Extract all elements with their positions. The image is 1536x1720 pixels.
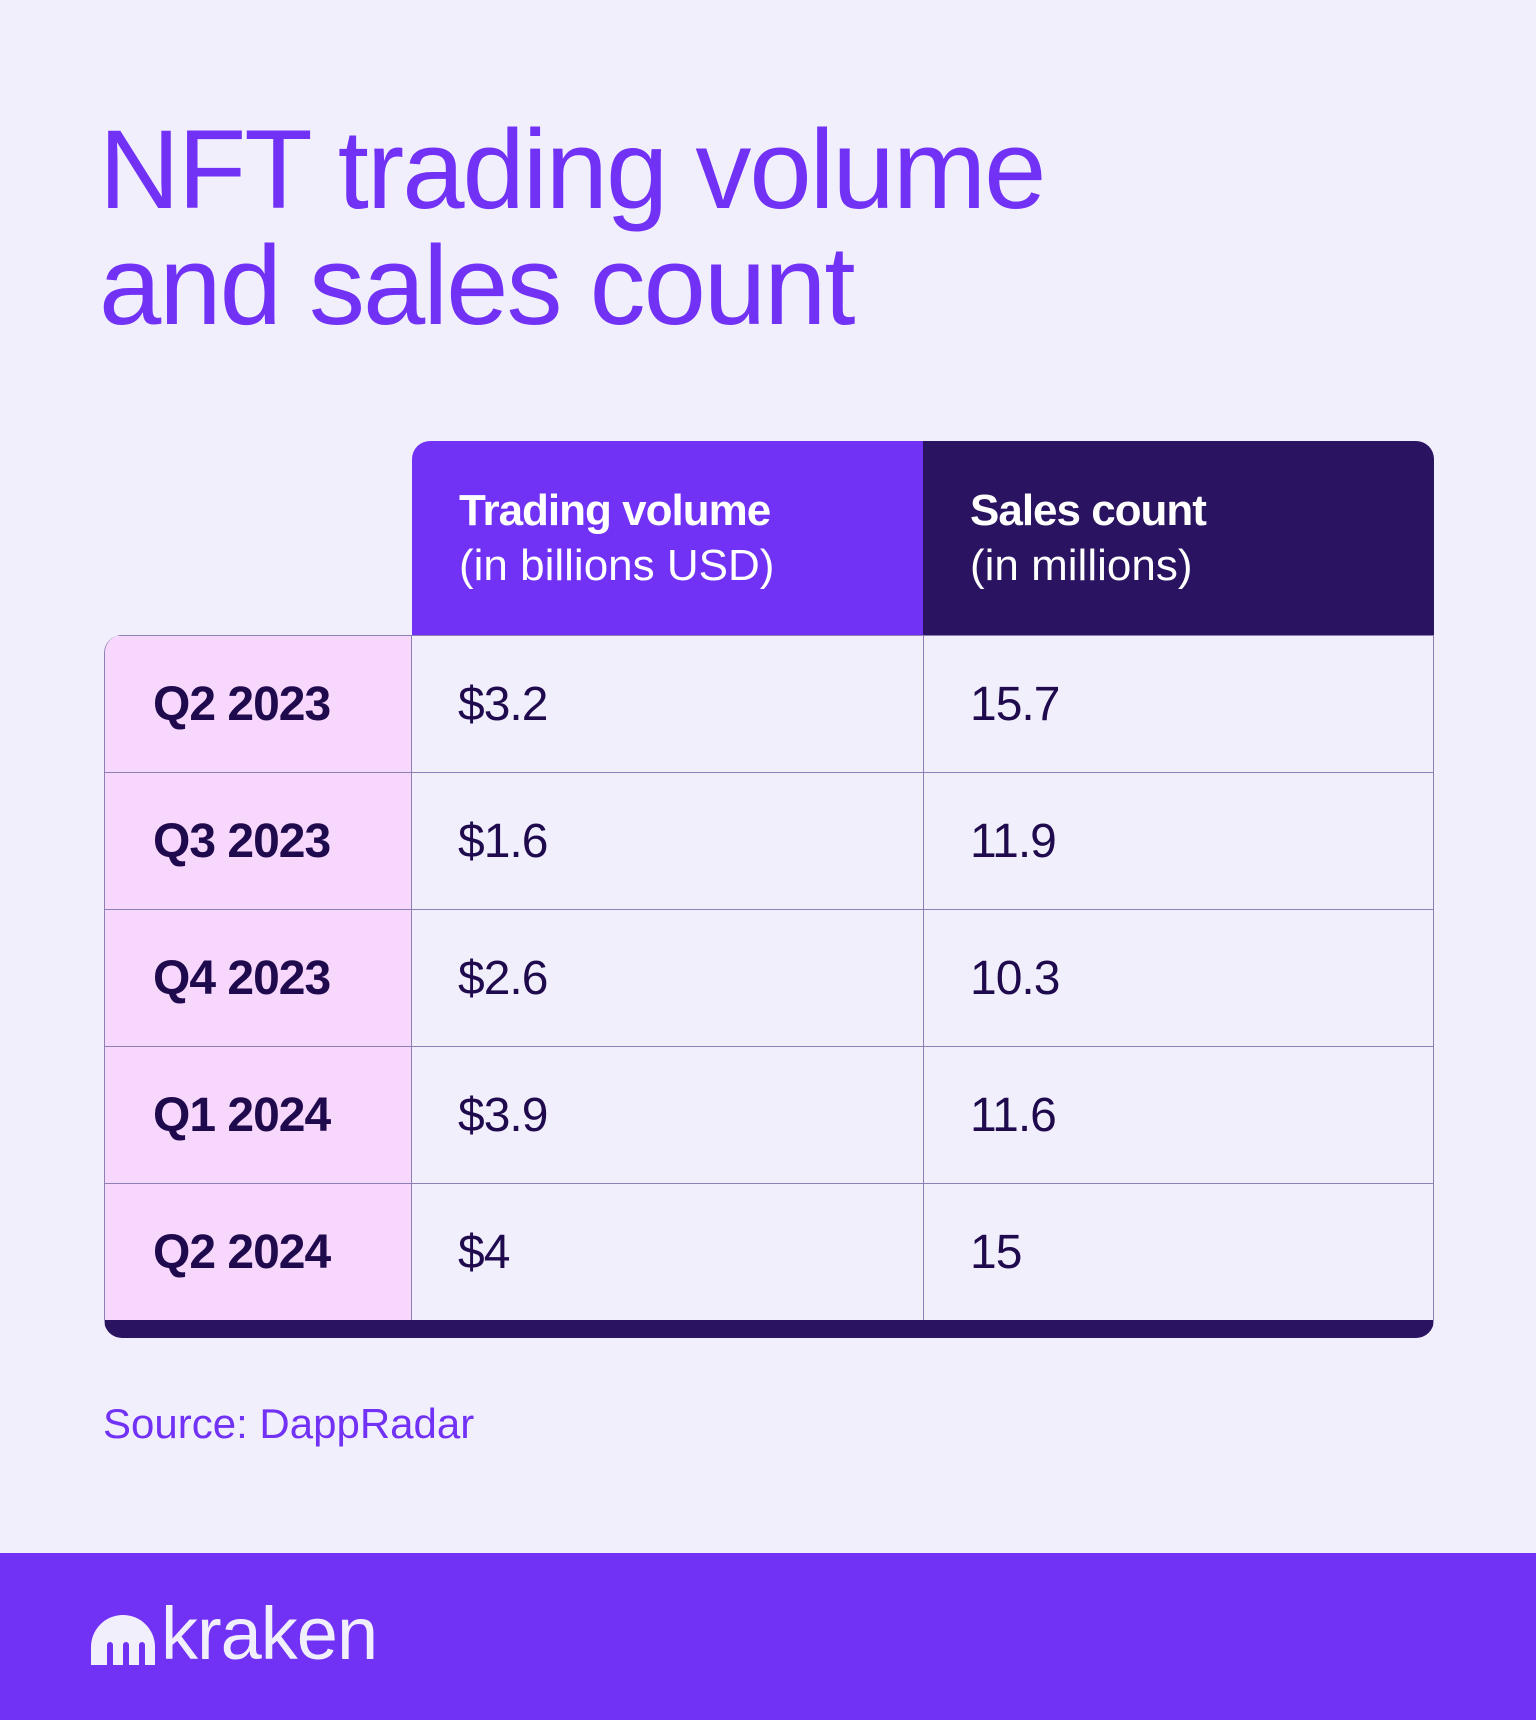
header-subtitle: (in billions USD)	[459, 541, 775, 590]
table-body: Q2 2023 $3.2 15.7 Q3 2023 $1.6 11.9 Q4 2…	[104, 635, 1434, 1338]
sales-cell: 11.6	[970, 1088, 1057, 1142]
header-title: Sales count	[970, 486, 1207, 535]
kraken-logo: kraken	[91, 1592, 378, 1675]
title-line-2: and sales count	[99, 223, 856, 348]
kraken-logo-icon	[91, 1615, 155, 1665]
footer-band: kraken	[0, 1553, 1536, 1720]
page-title: NFT trading volume and sales count	[99, 112, 1046, 344]
sales-cell: 15.7	[970, 677, 1060, 731]
quarter-cell: Q1 2024	[105, 1047, 412, 1183]
volume-cell: $4	[412, 1184, 924, 1320]
table-row: Q2 2024 $4 15	[105, 1183, 1433, 1320]
title-line-1: NFT trading volume	[99, 107, 1046, 232]
source-note: Source: DappRadar	[103, 1400, 475, 1447]
header-subtitle: (in millions)	[970, 541, 1193, 590]
table-row: Q1 2024 $3.9 11.6	[105, 1046, 1433, 1183]
header-sales-count: Sales count (in millions)	[923, 441, 1434, 635]
volume-cell: $1.6	[412, 773, 924, 909]
sales-cell: 15	[970, 1225, 1022, 1279]
quarter-cell: Q3 2023	[105, 773, 412, 909]
volume-cell: $3.2	[412, 636, 924, 772]
quarter-cell: Q4 2023	[105, 910, 412, 1046]
volume-cell: $2.6	[412, 910, 924, 1046]
volume-cell: $3.9	[412, 1047, 924, 1183]
sales-cell: 10.3	[970, 951, 1060, 1005]
quarter-cell: Q2 2023	[105, 636, 412, 772]
table-row: Q2 2023 $3.2 15.7	[105, 635, 1433, 772]
table-row: Q3 2023 $1.6 11.9	[105, 772, 1433, 909]
table-row: Q4 2023 $2.6 10.3	[105, 909, 1433, 1046]
quarter-cell: Q2 2024	[105, 1184, 412, 1320]
table-header: Trading volume (in billions USD) Sales c…	[412, 441, 1434, 635]
header-trading-volume: Trading volume (in billions USD)	[412, 441, 923, 635]
logo-wordmark: kraken	[161, 1592, 378, 1675]
sales-cell: 11.9	[970, 814, 1057, 868]
header-title: Trading volume	[459, 486, 771, 535]
